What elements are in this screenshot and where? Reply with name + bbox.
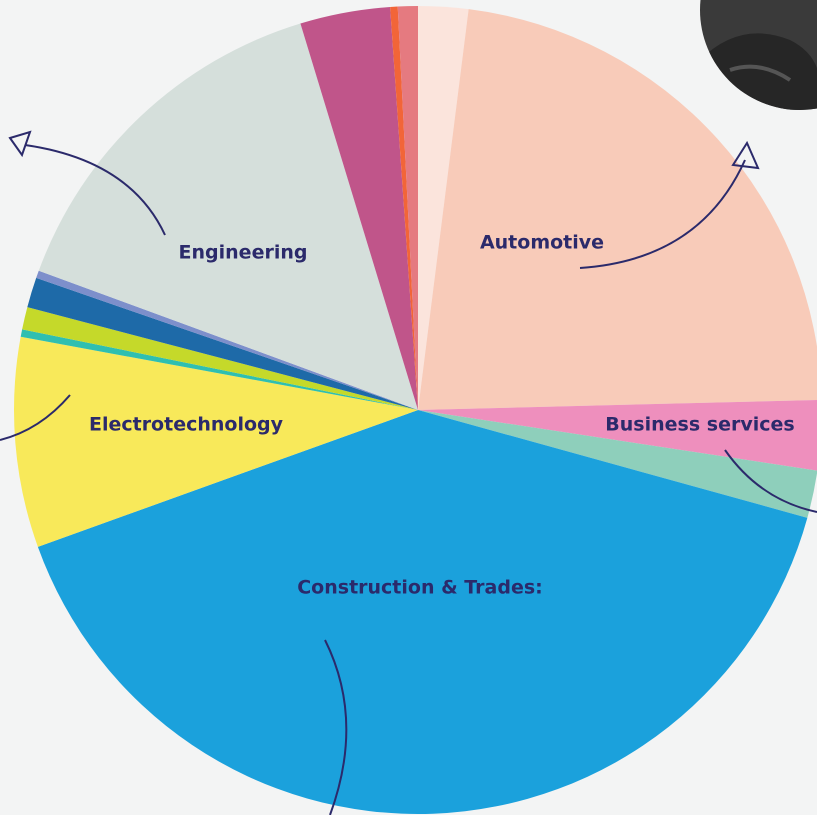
pie (14, 6, 817, 814)
slice-label: Electrotechnology (89, 414, 284, 436)
slice-label: Engineering (179, 242, 308, 264)
photo (690, 0, 817, 120)
slice-label: Business services (605, 414, 794, 436)
slice-label: Automotive (480, 232, 604, 254)
page: {"chart_data": {"type": "pie", "categori… (0, 0, 817, 815)
slice-label: Construction & Trades: (297, 577, 543, 599)
chart: Automotive Business services Construction … (0, 0, 817, 815)
